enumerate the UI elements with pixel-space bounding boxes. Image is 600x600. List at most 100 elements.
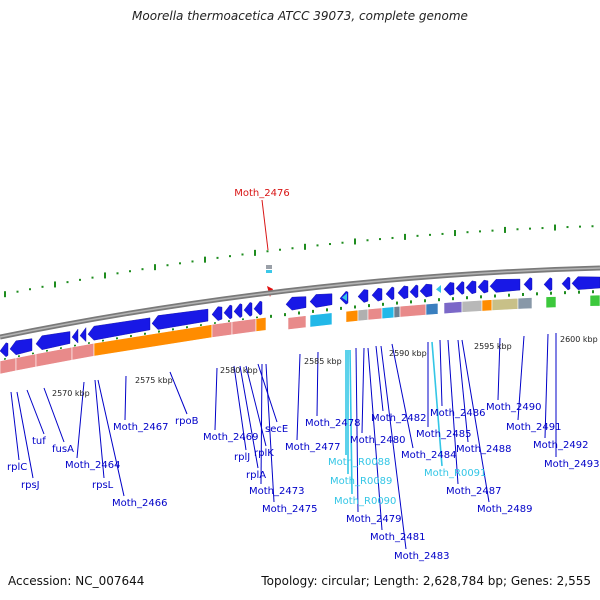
gene-segment[interactable] — [545, 296, 557, 309]
cds-arrow[interactable] — [489, 278, 521, 293]
gene-segment[interactable] — [367, 307, 383, 321]
cds-arrow[interactable] — [523, 277, 533, 291]
gene-segment[interactable] — [425, 302, 439, 316]
cds-arrow[interactable] — [561, 276, 571, 291]
gene-label[interactable]: Moth_2478 — [305, 418, 360, 429]
gene-label[interactable]: Moth_R0091 — [424, 468, 486, 479]
cds-arrow[interactable] — [233, 303, 243, 318]
gene-label[interactable]: rplJ — [234, 452, 250, 463]
gene-label[interactable]: Moth_2490 — [486, 402, 541, 413]
gene-label[interactable]: Moth_2481 — [370, 532, 425, 543]
gene-label[interactable]: rpsJ — [21, 480, 40, 491]
rrna-segment[interactable] — [231, 318, 257, 336]
gene-label[interactable]: Moth_2492 — [533, 440, 588, 451]
cds-arrow[interactable] — [35, 331, 71, 350]
cds-arrow[interactable] — [477, 279, 489, 294]
gene-label[interactable]: Moth_2473 — [249, 486, 304, 497]
gene-segment[interactable] — [399, 303, 427, 318]
gene-segment[interactable] — [517, 297, 533, 310]
gene-label[interactable]: Moth_2491 — [506, 422, 561, 433]
tick-mark — [4, 291, 6, 298]
rrna-segment[interactable] — [0, 357, 17, 375]
gene-label[interactable]: Moth_R0090 — [334, 496, 396, 507]
gene-segment[interactable] — [393, 305, 401, 319]
gene-label[interactable]: Moth_2469 — [203, 432, 258, 443]
cds-arrow[interactable] — [71, 328, 79, 344]
gene-label[interactable]: fusA — [52, 444, 74, 455]
gene-segment[interactable] — [461, 299, 483, 313]
inner-tick-mark — [116, 337, 118, 341]
gene-label[interactable]: Moth_2482 — [371, 413, 426, 424]
connector-line — [43, 387, 65, 443]
rna-marker[interactable] — [436, 284, 441, 293]
gene-label[interactable]: Moth_2485 — [416, 429, 471, 440]
gene-label[interactable]: rpsL — [92, 480, 114, 491]
gene-label[interactable]: Moth_2489 — [477, 504, 532, 515]
cds-arrow[interactable] — [419, 283, 433, 298]
gene-label[interactable]: rplA — [246, 470, 266, 481]
gene-label[interactable]: Moth_2493 — [544, 459, 599, 470]
cds-arrow[interactable] — [371, 287, 383, 302]
cds-arrow[interactable] — [243, 302, 253, 317]
gene-label[interactable]: Moth_2477 — [285, 442, 340, 453]
gene-label[interactable]: secE — [265, 424, 288, 435]
highlight-pointer[interactable]: Moth_2476 — [234, 188, 290, 297]
cds-arrow[interactable] — [409, 284, 419, 299]
rna-marker[interactable] — [342, 293, 347, 302]
tick-mark — [491, 229, 494, 232]
gene-label[interactable]: Moth_R0089 — [330, 476, 392, 487]
gene-label[interactable]: Moth_2484 — [401, 450, 456, 461]
rrna-segment[interactable] — [211, 321, 233, 338]
rrna-segment[interactable] — [35, 346, 73, 368]
cds-arrow[interactable] — [223, 304, 233, 320]
gene-label[interactable]: rplK — [254, 448, 274, 459]
gene-segment[interactable] — [381, 306, 395, 320]
rna-segment[interactable] — [309, 312, 333, 328]
gene-label[interactable]: Moth_2479 — [346, 514, 401, 525]
cds-arrow[interactable] — [253, 300, 263, 316]
cds-arrow[interactable] — [571, 276, 600, 290]
gene-segment[interactable] — [357, 308, 369, 322]
cds-arrow[interactable] — [79, 326, 87, 343]
inner-tick-mark — [340, 306, 342, 310]
cds-arrow[interactable] — [443, 282, 455, 296]
gene-segment[interactable] — [443, 301, 463, 315]
cds-arrow[interactable] — [0, 342, 9, 358]
cds-arrow[interactable] — [211, 306, 223, 321]
cds-arrow[interactable] — [397, 285, 409, 300]
gene-segment[interactable] — [345, 309, 359, 323]
gene-label[interactable]: Moth_R0088 — [328, 457, 390, 468]
gene-label[interactable]: Moth_2467 — [113, 422, 168, 433]
gene-segment[interactable] — [491, 297, 519, 311]
gene-label[interactable]: Moth_2488 — [456, 444, 511, 455]
cds-arrow[interactable] — [9, 338, 33, 356]
gene-tracks[interactable] — [0, 276, 600, 375]
cds-arrow[interactable] — [455, 281, 465, 295]
operon-segment[interactable] — [255, 316, 267, 332]
cds-arrow[interactable] — [357, 289, 369, 303]
rrna-segment[interactable] — [287, 315, 307, 330]
gene-label[interactable]: Moth_2466 — [112, 498, 167, 509]
gene-label[interactable]: Moth_2475 — [262, 504, 317, 515]
cds-arrow[interactable] — [465, 280, 477, 295]
gene-segment[interactable] — [481, 299, 493, 312]
gene-label[interactable]: Moth_2480 — [350, 435, 405, 446]
cds-arrow[interactable] — [309, 293, 333, 308]
cds-arrow[interactable] — [385, 286, 395, 301]
cds-arrow[interactable] — [285, 296, 307, 311]
gene-segment[interactable] — [589, 294, 600, 307]
gene-label[interactable]: rplC — [7, 462, 27, 473]
gene-label[interactable]: Moth_2464 — [65, 460, 120, 471]
cds-arrow[interactable] — [151, 308, 209, 330]
gene-label[interactable]: Moth_2483 — [394, 551, 449, 562]
cds-arrow[interactable] — [543, 277, 553, 291]
gene-label[interactable]: Moth_2486 — [430, 408, 485, 419]
highlighted-gene-label[interactable]: Moth_2476 — [234, 188, 289, 199]
gene-label[interactable]: Moth_2487 — [446, 486, 501, 497]
gene-label[interactable]: rpoB — [175, 416, 199, 427]
gene-label[interactable]: tuf — [32, 436, 46, 447]
cds-arrow[interactable] — [87, 317, 151, 341]
inner-tick-mark — [88, 342, 90, 346]
